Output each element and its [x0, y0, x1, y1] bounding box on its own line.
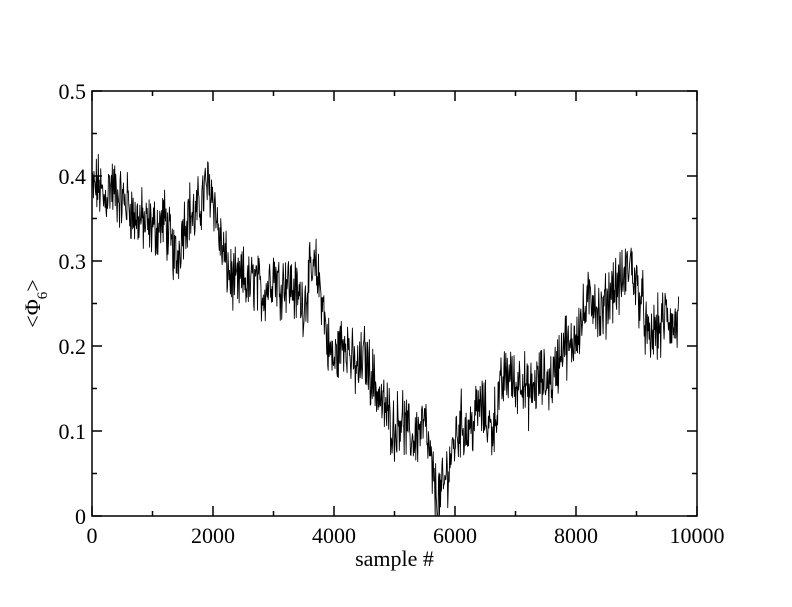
plot-frame: [91, 90, 698, 517]
x-tick-label: 4000: [312, 523, 356, 548]
y-axis-label-suffix: >: [20, 279, 45, 291]
y-axis-label-subscript: 6: [35, 291, 51, 299]
y-tick-label: 0.2: [59, 334, 87, 359]
x-axis-label: sample #: [355, 546, 434, 571]
y-tick-label: 0.5: [59, 79, 87, 104]
y-tick-label: 0.3: [59, 249, 87, 274]
x-tick-label: 6000: [433, 523, 477, 548]
x-tick-label: 2000: [191, 523, 235, 548]
x-tick-label: 0: [87, 523, 98, 548]
x-tick-label: 10000: [670, 523, 725, 548]
y-tick-label: 0.4: [59, 164, 87, 189]
y-tick-label: 0.1: [59, 419, 87, 444]
y-axis-label: <Φ6>: [20, 279, 51, 327]
y-tick-label: 0: [75, 504, 86, 529]
tick-labels: 0 2000 4000 6000 8000 10000 0 0.1 0.2 0.3 0.4 0.5: [59, 79, 725, 548]
x-tick-label: 8000: [554, 523, 598, 548]
y-axis-label-prefix: <Φ: [20, 299, 45, 328]
series-line: [91, 153, 680, 517]
